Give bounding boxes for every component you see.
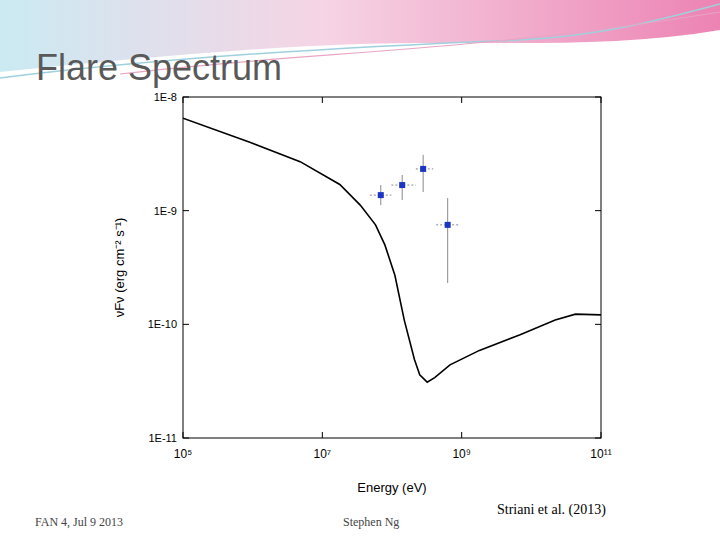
x-tick — [601, 432, 602, 438]
y-tick — [183, 438, 189, 439]
y-tick-right — [595, 324, 601, 325]
y-error-bar — [447, 198, 448, 283]
y-tick-right — [595, 210, 601, 211]
y-tick-label: 1E-8 — [154, 91, 177, 103]
slide-title: Flare Spectrum — [36, 47, 282, 88]
y-tick-label: 1E-11 — [148, 432, 177, 444]
x-tick-top — [183, 97, 184, 103]
y-tick-label: 1E-10 — [148, 318, 177, 330]
y-axis-title: νFν (erg cm⁻² s⁻¹) — [112, 218, 127, 318]
slide: Flare Spectrum 10⁵ 10⁷ 10⁹ 10¹¹ 1E-11 1E-10 1E-… — [0, 0, 720, 540]
x-tick-label: 10⁵ — [174, 447, 192, 461]
model-curve — [183, 118, 601, 382]
footer-center: Stephen Ng — [343, 515, 399, 529]
x-tick — [322, 432, 323, 438]
x-tick-label: 10¹¹ — [590, 447, 611, 461]
chart-panel — [100, 90, 612, 498]
data-point — [378, 192, 384, 198]
y-tick — [183, 97, 189, 98]
x-tick — [183, 432, 184, 438]
y-tick-right — [595, 438, 601, 439]
x-tick-top — [322, 97, 323, 103]
y-tick — [183, 324, 189, 325]
x-tick — [461, 432, 462, 438]
x-tick-label: 10⁷ — [313, 447, 331, 461]
footer-left: FAN 4, Jul 9 2013 — [35, 515, 123, 529]
x-tick-top — [461, 97, 462, 103]
data-point — [445, 222, 451, 228]
x-tick-label: 10⁹ — [452, 447, 471, 461]
y-tick-right — [595, 97, 601, 98]
data-point — [399, 182, 405, 188]
plot-frame — [183, 97, 601, 438]
data-point — [420, 166, 426, 172]
plot-area — [183, 118, 601, 382]
x-tick-top — [601, 97, 602, 103]
y-tick — [183, 210, 189, 211]
x-axis-title: Energy (eV) — [357, 480, 426, 495]
y-tick-label: 1E-9 — [154, 205, 177, 217]
credit: Striani et al. (2013) — [497, 502, 606, 518]
y-error-bar — [423, 155, 424, 192]
